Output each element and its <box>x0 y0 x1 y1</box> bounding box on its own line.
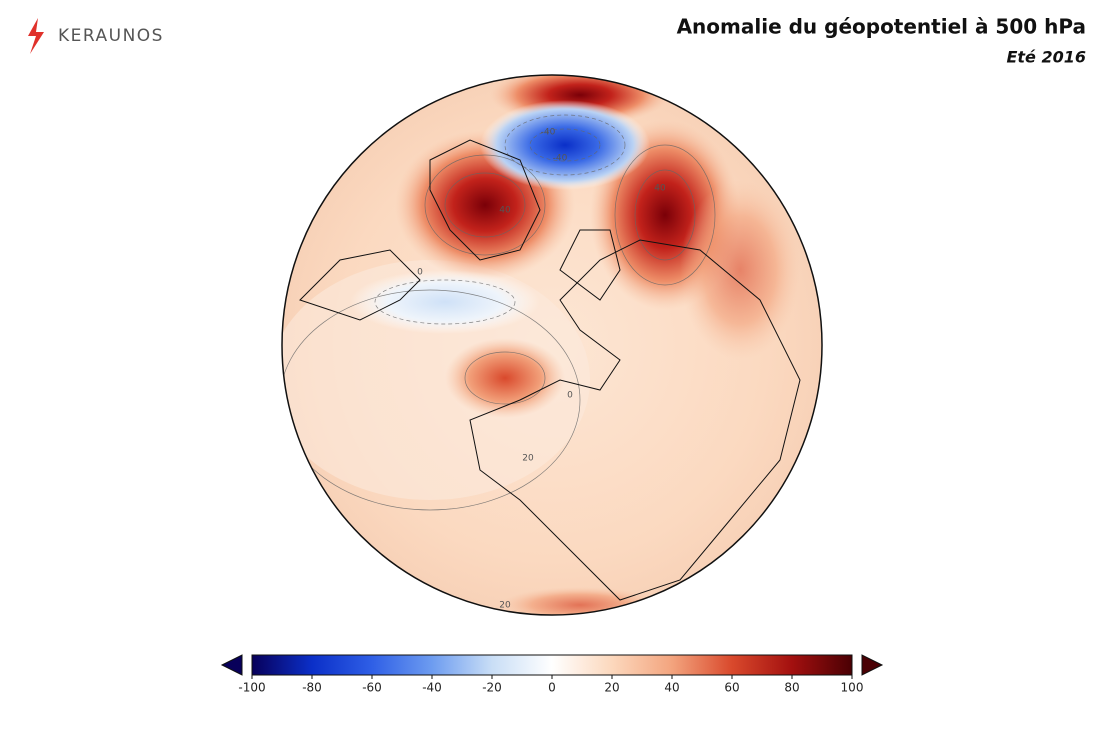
contour-label: -40 <box>553 154 568 164</box>
colorbar-tick-label: 80 <box>784 681 799 695</box>
colorbar-tick-label: 60 <box>724 681 739 695</box>
colorbar-extend-high <box>861 654 884 676</box>
contour-label: -40 <box>541 128 556 138</box>
colorbar-tick-label: 0 <box>548 681 556 695</box>
colorbar-bar <box>251 654 853 676</box>
globe-outline <box>281 74 823 616</box>
contour-label: 40 <box>654 184 666 194</box>
contour-label: 20 <box>522 454 534 464</box>
colorbar-extend-low <box>220 654 243 676</box>
logo-icon <box>28 18 44 54</box>
colorbar-tick-label: -40 <box>422 681 442 695</box>
colorbar-tick-label: 20 <box>604 681 619 695</box>
contour-label: 40 <box>499 206 511 216</box>
contour-label: 20 <box>499 601 511 611</box>
subtitle: Eté 2016 <box>1006 48 1086 67</box>
colorbar-tick-label: -80 <box>302 681 322 695</box>
colorbar: -100 -80 -60 -40 -20 0 20 40 60 80 100 <box>220 654 884 695</box>
contour-label: 0 <box>567 391 573 401</box>
title: Anomalie du géopotentiel à 500 hPa <box>677 15 1086 39</box>
logo-text: KERAUNOS <box>58 26 164 46</box>
colorbar-tick-label: -100 <box>238 681 265 695</box>
contour-label: 0 <box>417 268 423 278</box>
colorbar-tick-label: 40 <box>664 681 679 695</box>
colorbar-tick-label: -20 <box>482 681 502 695</box>
colorbar-tick-label: 100 <box>841 681 864 695</box>
colorbar-tick-label: -60 <box>362 681 382 695</box>
globe <box>282 75 822 615</box>
